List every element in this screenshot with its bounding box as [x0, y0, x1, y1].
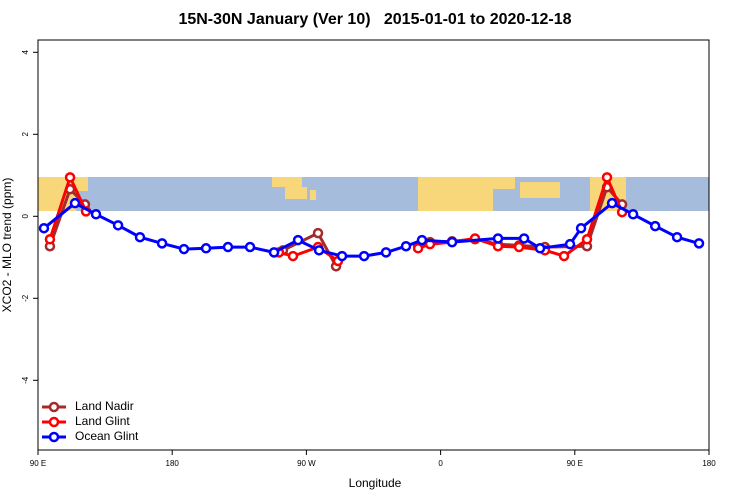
data-point	[358, 250, 370, 262]
data-point	[156, 238, 168, 249]
y-tick-label: -2	[21, 294, 30, 302]
data-point	[601, 172, 613, 183]
data-point	[412, 243, 424, 254]
legend-marker	[48, 416, 60, 428]
y-tick-label: 4	[21, 50, 30, 55]
data-point	[558, 250, 570, 262]
legend-marker	[48, 401, 60, 413]
legend-label: Land Nadir	[75, 399, 134, 413]
data-point	[581, 234, 593, 245]
data-point	[69, 197, 81, 209]
series-line	[43, 201, 700, 258]
data-point	[287, 250, 299, 262]
y-tick-label: 0	[21, 214, 30, 219]
data-point	[693, 238, 705, 249]
data-point	[64, 172, 76, 183]
data-point	[492, 233, 504, 244]
x-tick-label: 90 W	[297, 459, 316, 468]
data-point	[244, 241, 256, 253]
data-point	[313, 245, 325, 256]
data-point	[513, 241, 525, 253]
data-point	[178, 243, 190, 255]
data-point	[627, 209, 639, 220]
legend-label: Ocean Glint	[75, 429, 139, 443]
data-point	[400, 240, 412, 252]
data-point	[380, 247, 392, 258]
x-axis-label: Longitude	[349, 476, 402, 490]
data-point	[268, 247, 280, 258]
data-point	[222, 241, 234, 253]
data-point	[44, 234, 56, 245]
data-point	[200, 243, 212, 254]
y-tick-label: 2	[21, 132, 30, 137]
data-point	[446, 236, 458, 248]
data-point	[649, 220, 661, 232]
data-point	[416, 234, 428, 246]
data-point	[518, 233, 530, 244]
data-point	[90, 209, 102, 220]
legend-label: Land Glint	[75, 414, 130, 428]
chart-title: 15N-30N January (Ver 10) 2015-01-01 to 2…	[178, 11, 571, 28]
x-tick-label: 90 E	[567, 459, 583, 468]
data-point	[564, 238, 576, 250]
data-point	[112, 220, 124, 231]
data-point	[336, 250, 348, 262]
plot-frame	[37, 39, 710, 451]
data-point	[38, 222, 50, 234]
data-point	[575, 222, 587, 234]
data-point	[671, 231, 683, 243]
legend-marker	[48, 431, 60, 443]
data-point	[292, 234, 304, 246]
y-axis-label: XCO2 - MLO trend (ppm)	[0, 178, 14, 313]
x-tick-label: 0	[438, 459, 443, 468]
data-point	[534, 243, 546, 254]
data-point	[606, 197, 618, 209]
data-point	[312, 227, 324, 239]
x-tick-label: 180	[702, 459, 716, 468]
y-tick-label: -4	[21, 376, 30, 384]
x-tick-label: 90 E	[30, 459, 46, 468]
x-tick-label: 180	[166, 459, 180, 468]
data-point	[134, 231, 146, 243]
